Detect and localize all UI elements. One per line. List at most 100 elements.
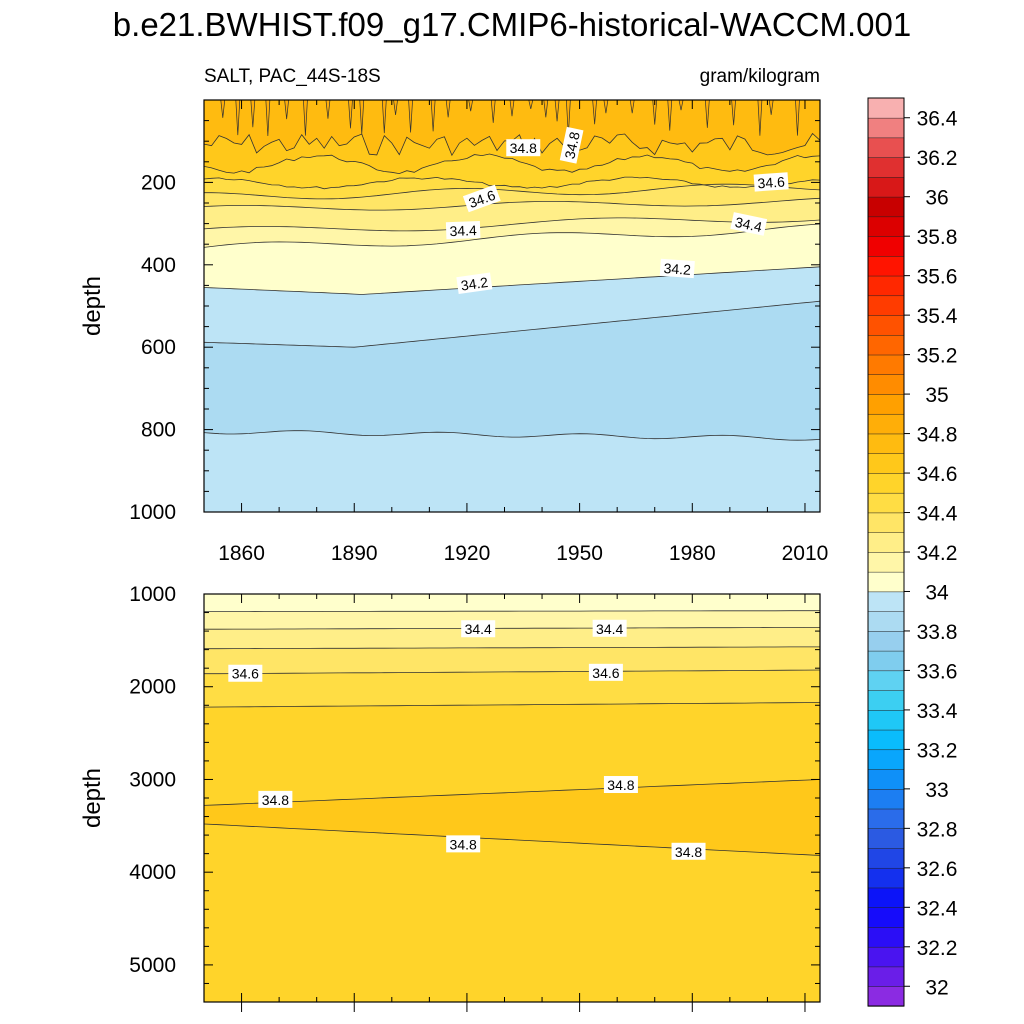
colorbar-tick-label: 35.4 <box>917 305 958 328</box>
contour-label-text: 34.4 <box>449 222 477 239</box>
y-tick-label: 200 <box>141 171 176 194</box>
y-axis-label: depth <box>79 768 106 828</box>
band <box>204 610 820 630</box>
colorbar-tick-label: 33 <box>925 779 948 802</box>
y-tick-label: 2000 <box>129 676 176 699</box>
contour-label: 34.4 <box>730 212 768 236</box>
surface-tongue <box>359 100 365 135</box>
surface-tongue <box>381 100 387 134</box>
units-label: gram/kilogram <box>700 66 820 87</box>
surface-tongue <box>678 100 684 111</box>
colorbar-swatch <box>867 255 905 277</box>
surface-tongue <box>408 100 413 133</box>
y-tick-label: 1000 <box>129 583 176 606</box>
contour-line <box>204 153 820 175</box>
surface-tongue <box>284 100 289 120</box>
contour-label-box <box>446 835 481 853</box>
colorbar-swatch <box>867 295 905 316</box>
band <box>204 594 820 612</box>
colorbar: 32 32.2 32.4 32.6 32.8 33 33.2 33.4 33.6 33.8 34 34… <box>867 97 958 1007</box>
contour-line <box>204 610 820 612</box>
contour-line <box>204 823 820 856</box>
surface-tongue <box>235 100 241 136</box>
x-tick-label: 1890 <box>331 542 378 565</box>
colorbar-swatch <box>867 334 905 356</box>
colorbar-swatch <box>867 235 905 257</box>
colorbar-tick-label: 33.8 <box>917 621 958 644</box>
colorbar-tick-label: 33.6 <box>917 660 958 683</box>
contour-line <box>204 197 820 211</box>
contour-line <box>204 223 820 248</box>
colorbar-swatch <box>867 571 905 593</box>
colorbar-tick-label: 32 <box>925 976 948 999</box>
contour-label-box <box>730 212 768 236</box>
colorbar-tick-label: 34.6 <box>917 463 958 486</box>
colorbar-tick-label: 34.8 <box>917 424 958 447</box>
surface-tongue <box>592 100 597 125</box>
colorbar-swatch <box>867 986 905 1007</box>
contour-label: 34.2 <box>456 272 493 295</box>
contour-line <box>204 217 820 232</box>
colorbar-swatch <box>867 453 905 474</box>
colorbar-tick-label: 35.2 <box>917 345 958 368</box>
contour-label: 34.4 <box>445 221 481 240</box>
contour-label: 34.4 <box>461 620 496 638</box>
contour-label-box <box>258 790 293 808</box>
colorbar-swatch <box>867 275 905 297</box>
colorbar-swatch <box>867 788 905 810</box>
x-tick-label: 1920 <box>444 542 491 565</box>
surface-tongue <box>220 100 226 118</box>
contour-label-text: 34.8 <box>450 836 477 852</box>
x-tick-label: 1860 <box>218 542 265 565</box>
colorbar-swatch <box>867 374 905 395</box>
surface-tongue <box>603 100 609 114</box>
contour-label-text: 34.4 <box>734 214 764 235</box>
surface-tongue <box>528 100 534 110</box>
contour-label-text: 34.6 <box>757 173 786 191</box>
contour-label-text: 34.6 <box>592 665 619 681</box>
colorbar-swatch <box>867 314 905 336</box>
band-34 <box>204 430 820 512</box>
contour-label-text: 34.2 <box>663 260 692 278</box>
surface-tongue <box>731 100 736 126</box>
colorbar-swatch <box>867 97 905 119</box>
contour-label-text: 34.4 <box>596 621 623 637</box>
x-tick-label: 1950 <box>556 542 603 565</box>
contour-line <box>204 669 820 675</box>
colorbar-tick-label: 32.2 <box>917 937 958 960</box>
colorbar-swatch <box>867 907 905 928</box>
contour-label: 34.8 <box>446 835 481 853</box>
contour-label-box <box>228 664 263 682</box>
surface-tongue <box>704 100 710 128</box>
contour-label: 34.8 <box>559 126 584 164</box>
surface-tongue <box>509 100 515 117</box>
colorbar-swatch <box>867 610 905 632</box>
contour-line <box>204 646 820 650</box>
colorbar-swatch <box>867 216 905 237</box>
y-tick-label: 800 <box>141 419 176 442</box>
x-tick-label: 1980 <box>669 542 716 565</box>
colorbar-swatch <box>867 492 905 514</box>
surface-tongue <box>430 100 436 132</box>
surface-tongue <box>393 100 398 116</box>
surface-tongue <box>303 100 308 136</box>
colorbar-tick-label: 35 <box>925 384 948 407</box>
colorbar-swatch <box>867 413 905 435</box>
contour-label-text: 34.2 <box>460 274 489 294</box>
colorbar-tick-label: 34.2 <box>917 542 958 565</box>
surface-tongue <box>543 100 549 118</box>
colorbar-swatch <box>867 808 905 829</box>
surface-tongue <box>768 100 774 115</box>
colorbar-swatch <box>867 867 905 889</box>
contour-label-box <box>659 258 695 279</box>
colorbar-swatch <box>867 650 905 672</box>
colorbar-swatch <box>867 551 905 573</box>
band <box>204 627 820 649</box>
surface-tongue <box>445 100 451 118</box>
contour-label: 34.6 <box>753 172 789 192</box>
contour-label: 34.2 <box>659 258 695 279</box>
y-axis-label: depth <box>79 276 106 336</box>
colorbar-swatch <box>867 532 905 553</box>
contour-label: 34.6 <box>588 663 623 681</box>
